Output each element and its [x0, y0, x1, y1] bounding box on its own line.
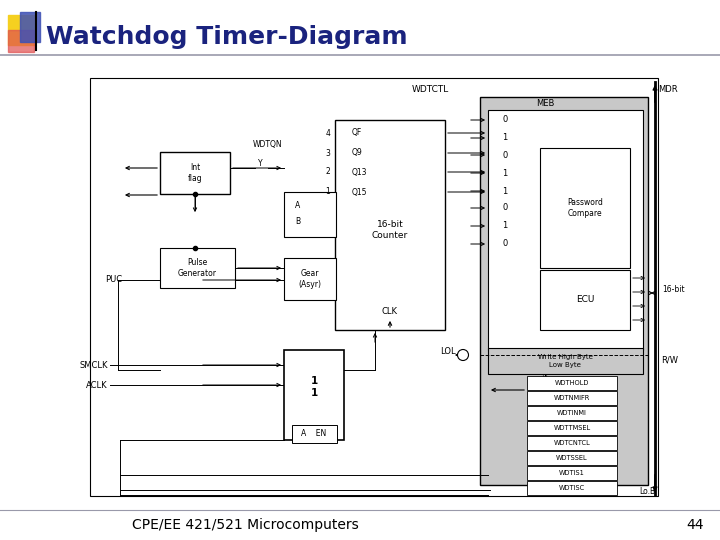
Text: Write High Byte
Low Byte: Write High Byte Low Byte [538, 354, 593, 368]
Bar [20, 12, 40, 42]
Circle shape [457, 349, 469, 361]
Text: WDTCNTCL: WDTCNTCL [554, 440, 590, 446]
Bar [527, 376, 617, 390]
Text: Password
Compare: Password Compare [567, 198, 603, 218]
Text: WDTISC: WDTISC [559, 485, 585, 491]
Text: Int
flag: Int flag [188, 163, 202, 183]
Bar [160, 152, 230, 194]
Bar [480, 97, 648, 485]
Bar [284, 258, 336, 300]
Text: Q15: Q15 [352, 187, 367, 197]
Bar [527, 406, 617, 420]
Text: CLK: CLK [382, 307, 398, 316]
Text: 2: 2 [325, 167, 330, 177]
Text: 1: 1 [503, 186, 508, 195]
Text: B: B [295, 218, 300, 226]
Text: 44: 44 [686, 518, 703, 532]
Bar [292, 425, 337, 443]
Text: 0: 0 [503, 116, 508, 125]
Bar [8, 15, 34, 45]
Text: 1: 1 [325, 187, 330, 197]
Bar [284, 350, 344, 440]
Text: MEB: MEB [536, 98, 554, 107]
Text: Q9: Q9 [352, 148, 363, 158]
Text: 3: 3 [325, 148, 330, 158]
Bar [527, 466, 617, 480]
Bar [527, 421, 617, 435]
Text: 4: 4 [325, 129, 330, 138]
Text: 0: 0 [503, 204, 508, 213]
Text: ACLK: ACLK [86, 381, 108, 389]
Text: PUC: PUC [105, 275, 122, 285]
Text: Q13: Q13 [352, 167, 367, 177]
Text: Y: Y [258, 159, 262, 168]
Bar [160, 248, 235, 288]
Bar [540, 270, 630, 330]
Bar [540, 148, 630, 268]
Text: 1: 1 [503, 133, 508, 143]
Bar [90, 78, 658, 496]
Text: WDTINMI: WDTINMI [557, 410, 587, 416]
Text: CPE/EE 421/521 Microcomputers: CPE/EE 421/521 Microcomputers [132, 518, 359, 532]
Text: WDTNMIFR: WDTNMIFR [554, 395, 590, 401]
Bar [335, 120, 445, 330]
Text: Lo.B: Lo.B [639, 488, 655, 496]
Text: A: A [295, 200, 300, 210]
Text: Gear
(Asyr): Gear (Asyr) [299, 269, 322, 289]
Text: R/W: R/W [662, 355, 678, 364]
Text: 0: 0 [503, 240, 508, 248]
Text: 1
1: 1 1 [310, 376, 318, 398]
Text: 16-bit: 16-bit [662, 286, 685, 294]
Bar [488, 348, 643, 374]
Text: LOL: LOL [440, 348, 456, 356]
Text: A    EN: A EN [302, 429, 327, 438]
Bar [527, 481, 617, 495]
Bar [527, 451, 617, 465]
Text: QF: QF [352, 129, 362, 138]
Text: WDTTMSEL: WDTTMSEL [554, 425, 590, 431]
Text: Watchdog Timer-Diagram: Watchdog Timer-Diagram [46, 25, 408, 49]
Text: MDR: MDR [658, 85, 678, 94]
Text: WDTQN: WDTQN [253, 140, 283, 150]
Text: SMCLK: SMCLK [79, 361, 108, 369]
Text: 0: 0 [503, 151, 508, 159]
Bar [8, 30, 34, 52]
Text: 1: 1 [503, 221, 508, 231]
Text: WDTSSEL: WDTSSEL [556, 455, 588, 461]
Text: WDTHOLD: WDTHOLD [555, 380, 589, 386]
Bar [284, 192, 336, 237]
Text: ECU: ECU [576, 295, 594, 305]
Text: Pulse
Generator: Pulse Generator [178, 258, 217, 278]
Bar [488, 110, 643, 350]
Text: WDTCTL: WDTCTL [411, 85, 449, 94]
Bar [527, 391, 617, 405]
Text: WDTIS1: WDTIS1 [559, 470, 585, 476]
Bar [527, 436, 617, 450]
Text: 1: 1 [503, 168, 508, 178]
Text: 16-bit
Counter: 16-bit Counter [372, 220, 408, 240]
